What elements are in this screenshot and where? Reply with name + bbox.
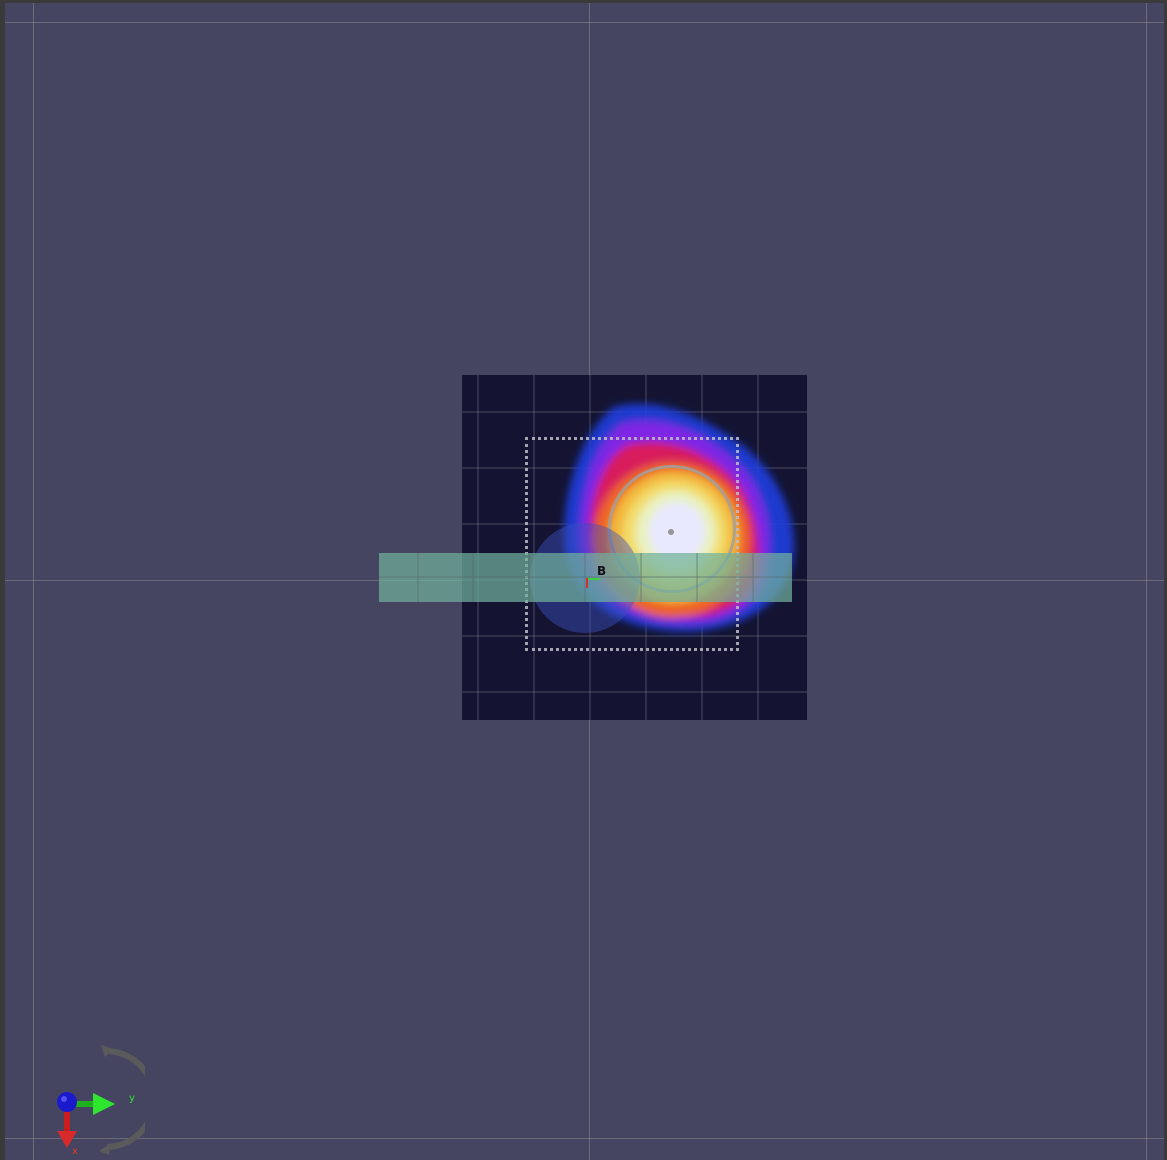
guide-line-left [33, 3, 34, 1160]
robot-marker-label: B [597, 564, 607, 578]
occupancy-map[interactable] [462, 375, 807, 720]
goal-region-box [525, 437, 739, 651]
guide-line-right [1146, 3, 1147, 1160]
gizmo-x-label: x [72, 1146, 78, 1157]
3d-viewport[interactable]: B y x [5, 3, 1164, 1160]
guide-line-top [5, 22, 1164, 23]
robot-frame-y-axis [586, 578, 588, 588]
axes-orientation-gizmo[interactable]: y x [45, 1043, 157, 1158]
laser-scan-band [379, 553, 792, 602]
goal-center-marker [668, 529, 674, 535]
guide-line-bottom [5, 1138, 1164, 1139]
laser-grid [379, 553, 792, 602]
gizmo-y-label: y [129, 1093, 135, 1104]
robot-frame-x-axis [586, 578, 600, 580]
